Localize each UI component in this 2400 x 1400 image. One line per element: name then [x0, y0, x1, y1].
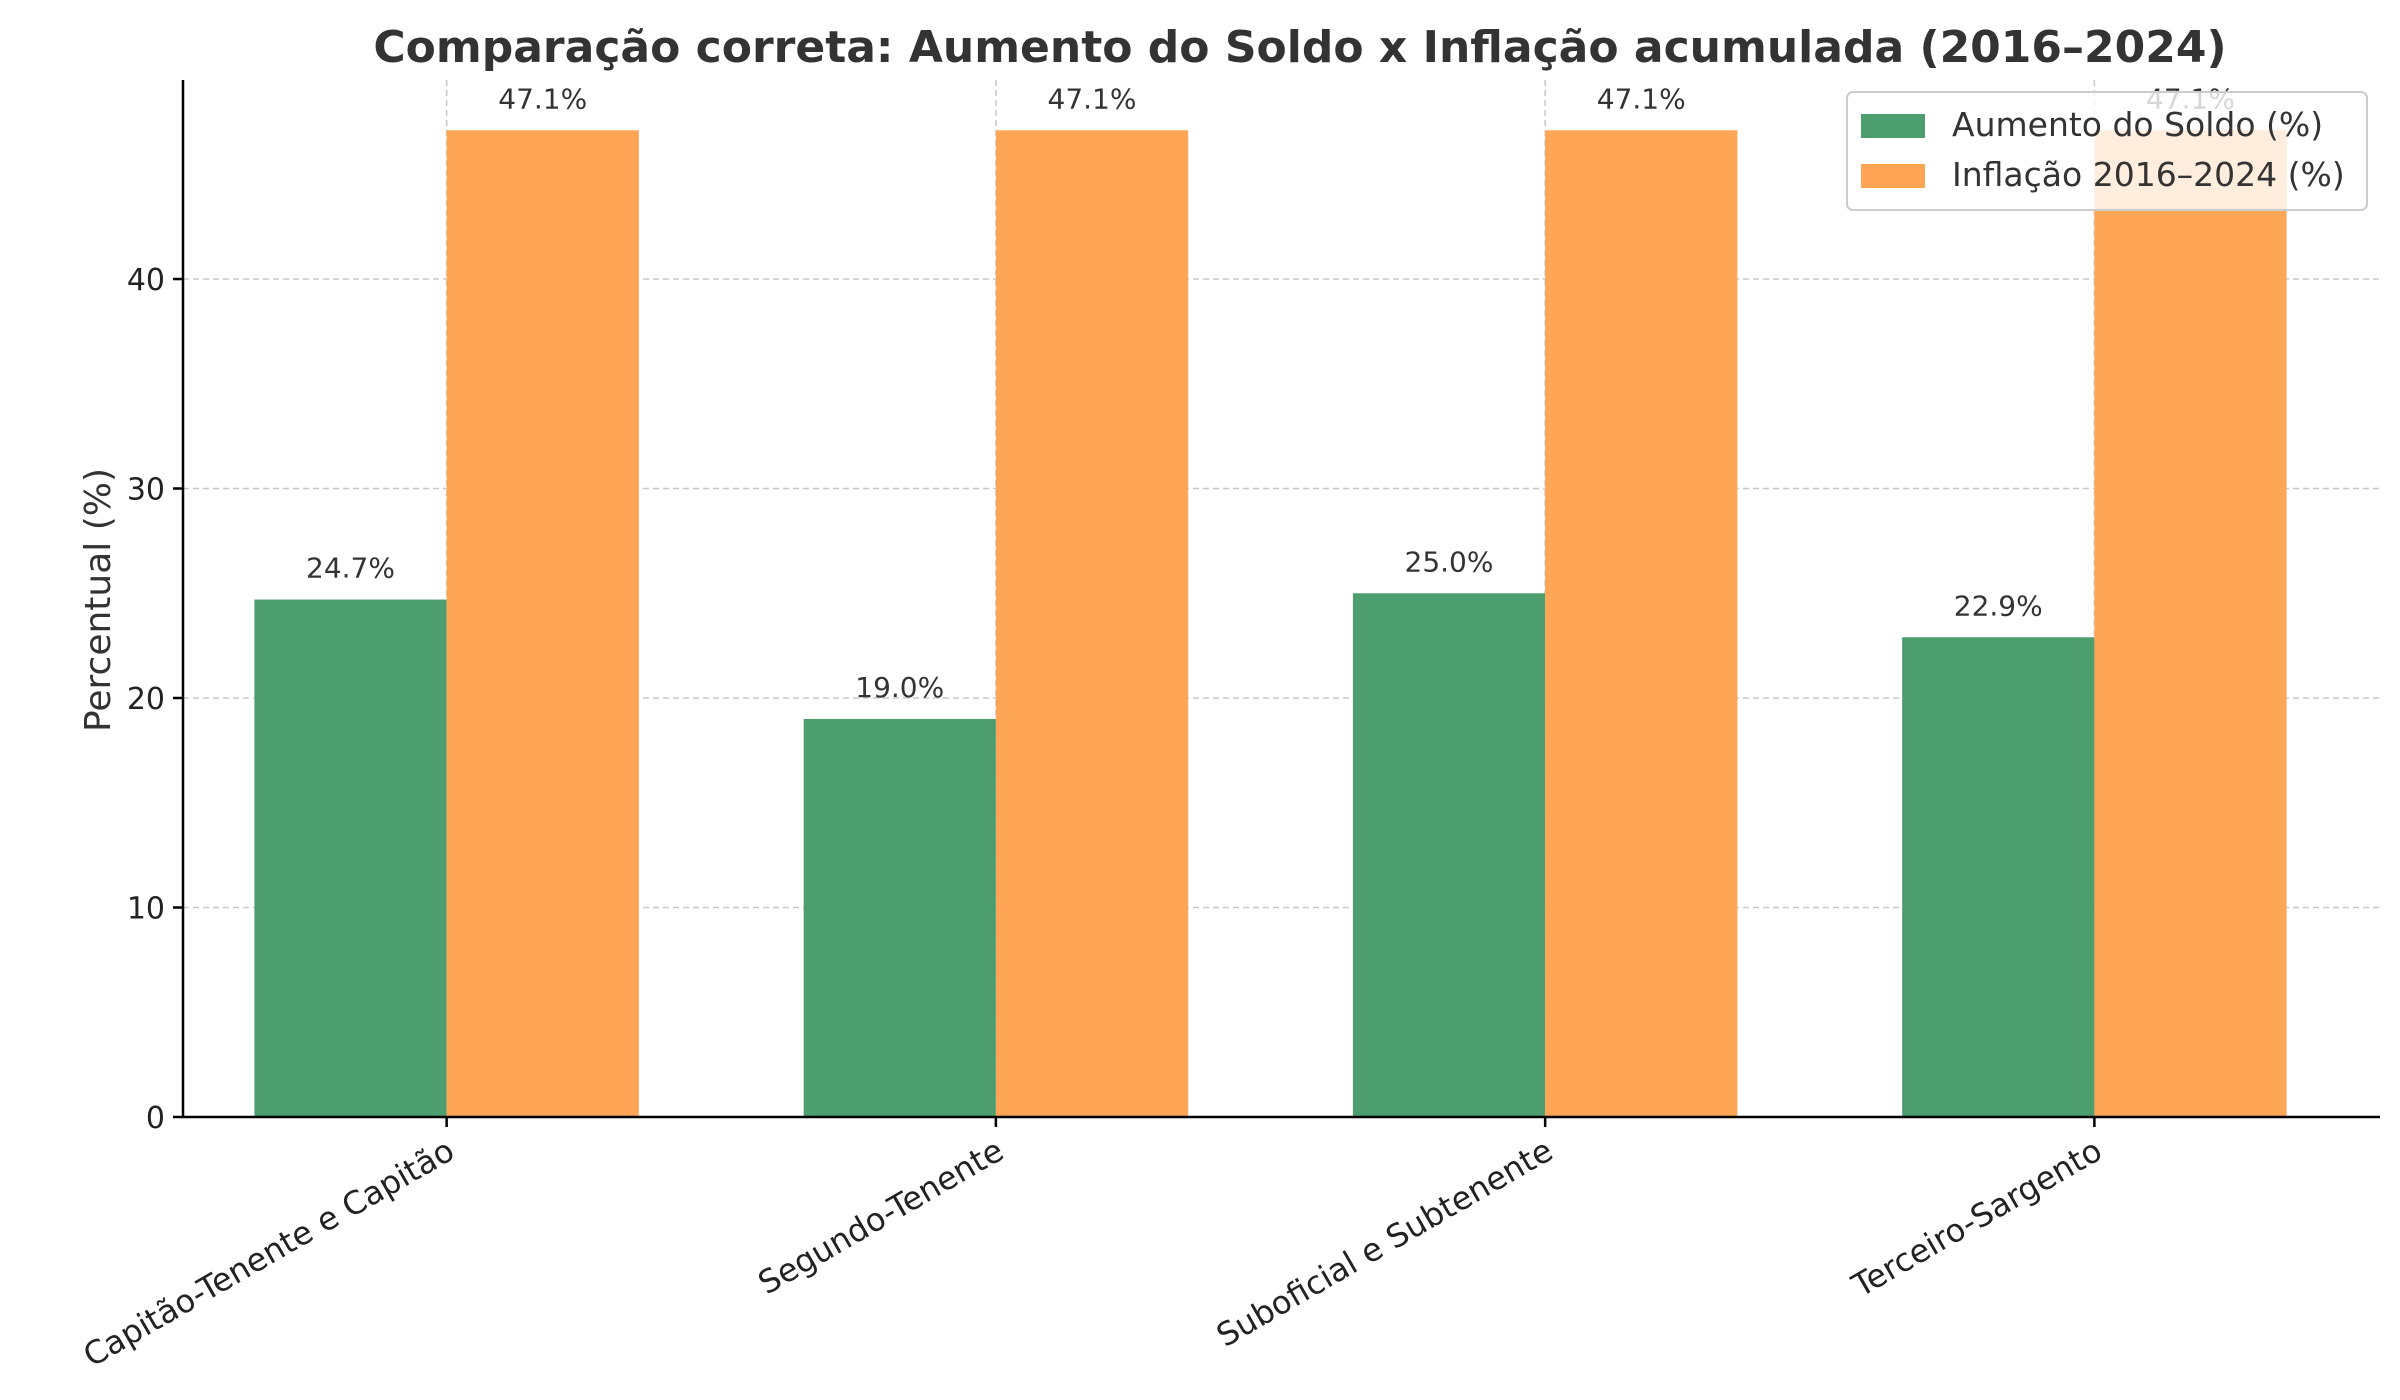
- y-tick-label: 40: [127, 263, 165, 298]
- legend-label-inflacao: Inflação 2016–2024 (%): [1952, 155, 2345, 194]
- legend-box: [1846, 91, 2368, 211]
- bar-inflacao: [446, 130, 639, 1117]
- legend-label-aumento: Aumento do Soldo (%): [1952, 105, 2323, 144]
- chart-title: Comparação correta: Aumento do Soldo x I…: [373, 22, 2226, 73]
- bar-inflacao: [995, 130, 1189, 1117]
- x-tick-label: Terceiro-Sargento: [1845, 1131, 2109, 1305]
- data-labels: 24.7%19.0%25.0%22.9%47.1%47.1%47.1%47.1%: [306, 82, 2235, 704]
- bar-aumento-soldo: [803, 718, 996, 1117]
- x-tick-label: Suboficial e Subtenente: [1210, 1131, 1559, 1355]
- x-tick-label: Segundo-Tenente: [752, 1131, 1010, 1302]
- bar-aumento-soldo: [254, 599, 447, 1117]
- y-tick-label: 30: [127, 473, 165, 508]
- legend-swatch-aumento: [1861, 114, 1925, 138]
- y-axis-label: Percentual (%): [78, 468, 119, 732]
- data-label: 25.0%: [1405, 545, 1494, 578]
- data-label: 24.7%: [306, 552, 395, 585]
- data-label: 47.1%: [498, 82, 587, 115]
- data-label: 47.1%: [1597, 82, 1686, 115]
- data-label: 47.1%: [1048, 82, 1137, 115]
- legend-swatch-inflacao: [1861, 164, 1925, 188]
- legend: Aumento do Soldo (%) Inflação 2016–2024 (…: [1846, 91, 2368, 211]
- bar-inflacao: [2094, 130, 2287, 1117]
- y-tick-label: 0: [146, 1101, 165, 1136]
- bar-aumento-soldo: [1902, 637, 2095, 1117]
- axes: [173, 80, 2380, 1127]
- data-label: 19.0%: [855, 671, 944, 704]
- bar-inflacao: [1545, 130, 1738, 1117]
- y-tick-label: 10: [127, 892, 165, 927]
- data-label: 22.9%: [1954, 589, 2043, 622]
- bar-aumento-soldo: [1352, 593, 1546, 1117]
- y-tick-label: 20: [127, 682, 165, 717]
- bars: [254, 130, 2287, 1117]
- x-tick-label: Capitão-Tenente e Capitão: [77, 1131, 461, 1375]
